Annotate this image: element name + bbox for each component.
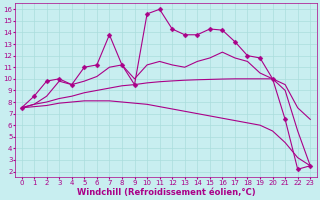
X-axis label: Windchill (Refroidissement éolien,°C): Windchill (Refroidissement éolien,°C): [76, 188, 255, 197]
